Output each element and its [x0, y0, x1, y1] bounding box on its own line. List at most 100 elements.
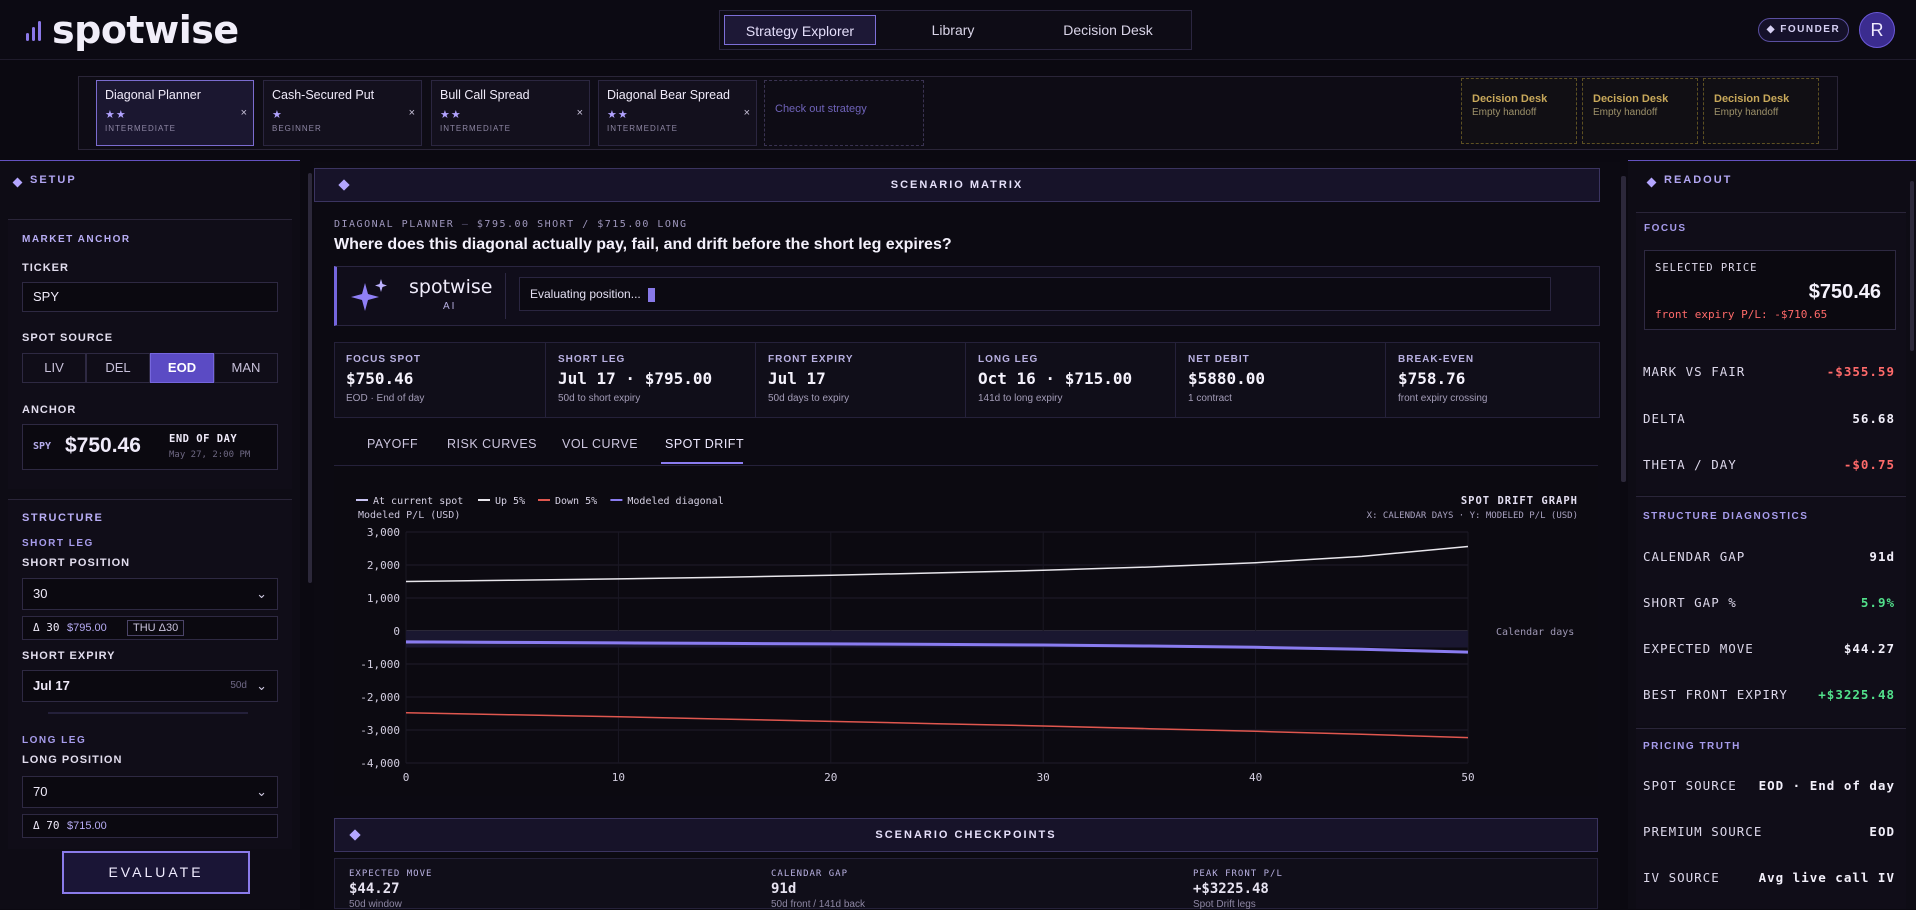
row-value: 5.9%	[1860, 595, 1895, 610]
y-tick-label: 2,000	[367, 559, 400, 572]
series-line	[405, 712, 1469, 739]
avatar[interactable]: R	[1859, 12, 1895, 48]
diamond-icon	[1646, 177, 1657, 188]
short-position-label: SHORT POSITION	[22, 557, 131, 569]
check-out-strategy-slot[interactable]: Check out strategy	[764, 80, 924, 146]
decision-desk-slot[interactable]: Decision Desk Empty handoff	[1582, 78, 1698, 144]
strategy-name: Cash-Secured Put	[272, 88, 375, 102]
close-icon[interactable]: ×	[576, 107, 583, 119]
checkpoint-label: CALENDAR GAP	[771, 869, 849, 879]
checkpoint-label: PEAK FRONT P/L	[1193, 869, 1283, 879]
main-nav: Strategy Explorer Library Decision Desk	[719, 10, 1192, 50]
market-anchor-section: MARKET ANCHOR TICKER SPY SPOT SOURCE LIV…	[8, 219, 292, 489]
divider	[48, 712, 248, 714]
handoff-title: Decision Desk	[1593, 93, 1669, 105]
scrollbar[interactable]	[1621, 176, 1626, 482]
decision-desk-slot[interactable]: Decision Desk Empty handoff	[1703, 78, 1819, 144]
readout-row-expected-move: EXPECTED MOVE $44.27	[1643, 641, 1895, 656]
ai-brand: spotwise	[409, 276, 493, 298]
difficulty-level: INTERMEDIATE	[440, 124, 511, 133]
strategy-card-diagonal-bear-spread[interactable]: Diagonal Bear Spread ★★ INTERMEDIATE ×	[598, 80, 757, 146]
readout-row-iv-source: IV SOURCE Avg live call IV	[1643, 870, 1895, 885]
y-tick-label: -2,000	[360, 691, 400, 704]
strategy-card-diagonal-planner[interactable]: Diagonal Planner ★★ INTERMEDIATE ×	[96, 80, 254, 146]
row-value: -$0.75	[1843, 457, 1895, 472]
row-label: CALENDAR GAP	[1643, 549, 1746, 564]
readout-title: READOUT	[1664, 174, 1733, 186]
anchor-price: $750.46	[65, 434, 141, 457]
chevron-down-icon: ⌄	[256, 784, 267, 799]
metric-label: BREAK-EVEN	[1398, 354, 1475, 365]
close-icon[interactable]: ×	[743, 107, 750, 119]
difficulty-stars: ★	[272, 109, 283, 121]
readout-row-short-gap: SHORT GAP % 5.9%	[1643, 595, 1895, 610]
pricing-truth-title: PRICING TRUTH	[1643, 741, 1741, 752]
metric-label: FOCUS SPOT	[346, 354, 422, 365]
readout-row-delta: DELTA 56.68	[1643, 411, 1895, 426]
short-expiry-label: SHORT EXPIRY	[22, 650, 116, 662]
page-question: Where does this diagonal actually pay, f…	[334, 236, 952, 253]
evaluate-button[interactable]: EVALUATE	[62, 851, 250, 894]
short-position-value: 30	[33, 586, 48, 601]
nav-tab-library[interactable]: Library	[931, 22, 975, 38]
nav-tab-decision-desk[interactable]: Decision Desk	[1063, 22, 1153, 38]
short-tag: THU Δ30	[127, 620, 185, 636]
metric-value: Jul 17 · $795.00	[558, 369, 713, 388]
checkpoint-value: +$3225.48	[1193, 881, 1269, 897]
selected-price: $750.46	[1808, 281, 1881, 303]
scrollbar[interactable]	[308, 173, 312, 583]
metric-label: FRONT EXPIRY	[768, 354, 854, 365]
short-position-select[interactable]: 30 ⌄	[22, 578, 278, 610]
logo[interactable]: spotwise	[26, 8, 239, 52]
checkpoint-detail: Spot Drift legs	[1193, 899, 1256, 910]
tab-payoff[interactable]: PAYOFF	[367, 437, 419, 451]
legend-label: Modeled diagonal	[627, 496, 723, 507]
market-anchor-title: MARKET ANCHOR	[22, 234, 131, 245]
sparkle-icon	[351, 279, 387, 313]
metric-detail: EOD · End of day	[346, 393, 425, 404]
metric-detail: 1 contract	[1188, 393, 1232, 404]
metric-value: $5880.00	[1188, 369, 1266, 388]
row-label: IV SOURCE	[1643, 870, 1720, 885]
close-icon[interactable]: ×	[408, 107, 415, 119]
difficulty-stars: ★★	[607, 109, 629, 121]
long-position-select[interactable]: 70 ⌄	[22, 776, 278, 808]
chart-tabs	[334, 428, 1598, 466]
row-value: Avg live call IV	[1758, 870, 1895, 885]
x-axis-label: Calendar days	[1496, 627, 1574, 638]
row-label: SHORT GAP %	[1643, 595, 1737, 610]
row-label: MARK VS FAIR	[1643, 364, 1746, 379]
close-icon[interactable]: ×	[240, 107, 247, 119]
metric-label: LONG LEG	[978, 354, 1039, 365]
row-label: BEST FRONT EXPIRY	[1643, 687, 1788, 702]
ticker-input[interactable]: SPY	[22, 282, 278, 312]
strategy-card-bull-call-spread[interactable]: Bull Call Spread ★★ INTERMEDIATE ×	[431, 80, 590, 146]
spot-source-man[interactable]: MAN	[214, 353, 278, 383]
spot-source-eod[interactable]: EOD	[150, 353, 214, 383]
decision-desk-slot[interactable]: Decision Desk Empty handoff	[1461, 78, 1577, 144]
short-expiry-select[interactable]: Jul 17 50d ⌄	[22, 670, 278, 702]
row-value: -$355.59	[1826, 364, 1895, 379]
scrollbar[interactable]	[1910, 181, 1914, 351]
founder-badge[interactable]: ◆ FOUNDER	[1758, 18, 1849, 42]
y-tick-label: -3,000	[360, 724, 400, 737]
nav-tab-strategy-explorer[interactable]: Strategy Explorer	[724, 15, 876, 45]
chevron-down-icon: ⌄	[256, 586, 267, 601]
row-label: DELTA	[1643, 411, 1686, 426]
handoff-title: Decision Desk	[1472, 93, 1548, 105]
pricing-truth-section	[1636, 728, 1906, 909]
tab-spot-drift[interactable]: SPOT DRIFT	[665, 437, 745, 451]
checkpoint-peak-front-pl: PEAK FRONT P/L +$3225.48 Spot Drift legs	[1193, 869, 1283, 910]
spot-source-del[interactable]: DEL	[86, 353, 150, 383]
tab-risk-curves[interactable]: RISK CURVES	[447, 437, 538, 451]
long-delta: Δ 70	[33, 819, 60, 832]
legend-label: At current spot	[373, 496, 463, 507]
tab-vol-curve[interactable]: VOL CURVE	[562, 437, 639, 451]
selected-price-card: SELECTED PRICE $750.46 front expiry P/L:…	[1644, 250, 1896, 330]
difficulty-level: BEGINNER	[272, 124, 322, 133]
strategy-card-cash-secured-put[interactable]: Cash-Secured Put ★ BEGINNER ×	[263, 80, 422, 146]
chevron-down-icon: ⌄	[256, 678, 267, 693]
spot-source-liv[interactable]: LIV	[22, 353, 86, 383]
x-tick-label: 0	[403, 771, 410, 784]
ai-status-input[interactable]: Evaluating position...	[519, 277, 1551, 311]
